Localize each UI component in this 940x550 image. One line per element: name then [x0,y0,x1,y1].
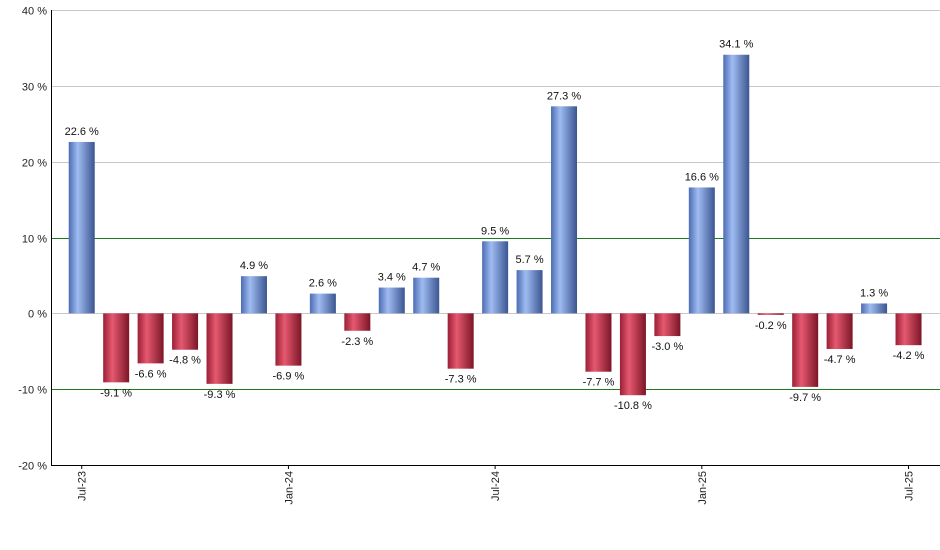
data-label: -2.3 % [341,336,373,348]
bar [172,313,199,350]
y-tick-label: 10 % [22,234,47,246]
bars [68,54,922,396]
bar [482,241,509,314]
x-tick-label: Jan-25 [697,471,709,505]
data-label: -10.8 % [614,400,652,412]
bar [68,141,95,314]
y-tick-label: 30 % [22,82,47,94]
x-tick-label: Jul-24 [490,471,502,501]
data-label: -9.1 % [100,387,132,399]
data-label: -3.0 % [651,341,683,353]
bar [792,313,819,387]
data-label: 9.5 % [481,225,509,237]
data-label: -9.3 % [204,389,236,401]
data-label: -0.2 % [755,320,787,332]
bar [137,313,164,364]
reference-lines [51,238,940,390]
x-tick-label: Jul-23 [77,471,89,501]
bar [654,313,681,337]
data-label: -9.7 % [789,392,821,404]
x-tick-label: Jul-25 [904,471,916,501]
data-label: 5.7 % [516,254,544,266]
y-tick-label: -20 % [18,461,47,473]
data-label: -4.2 % [893,350,925,362]
data-label: -6.6 % [135,368,167,380]
y-tick-label: 0 % [28,309,47,321]
data-label: 4.9 % [240,260,268,272]
bar [413,277,440,314]
bar [516,270,543,314]
bar [447,313,474,369]
x-tick-labels: Jul-23 Jan-24 Jul-24 Jan-25 Jul-25 [77,465,916,505]
bar [103,313,130,383]
data-label: 4.7 % [412,262,440,274]
bar [757,313,784,315]
bar [378,287,405,314]
bar [275,313,302,366]
bar [688,187,715,314]
data-label: -7.7 % [583,377,615,389]
y-tick-label: 20 % [22,158,47,170]
bar [826,313,853,349]
x-tick-label: Jan-24 [283,471,295,505]
y-tick-label: -10 % [18,385,47,397]
data-label: 22.6 % [65,126,99,138]
y-tick-labels: -20 % -10 % 0 % 10 % 20 % 30 % 40 % [18,6,47,473]
bar [206,313,233,384]
bar [585,313,612,372]
bar [619,313,646,396]
data-label: 1.3 % [860,287,888,299]
data-label: 3.4 % [378,272,406,284]
data-label: -7.3 % [445,374,477,386]
bar [723,54,750,314]
data-label: -6.9 % [273,371,305,383]
data-label: 16.6 % [685,171,719,183]
data-label: -4.8 % [169,355,201,367]
bar [861,303,888,314]
y-tick-label: 40 % [22,6,47,18]
data-label: 34.1 % [719,39,753,51]
bar [309,293,336,314]
bar [551,106,578,314]
bar [344,313,371,331]
data-label: 27.3 % [547,90,581,102]
bar [240,276,267,314]
data-label: -4.7 % [824,354,856,366]
data-labels: 22.6 % -9.1 %-6.6 %-4.8 % -9.3 % 4.9 % -6.9 … [65,39,925,412]
data-label: 2.6 % [309,278,337,290]
bar [895,313,922,346]
